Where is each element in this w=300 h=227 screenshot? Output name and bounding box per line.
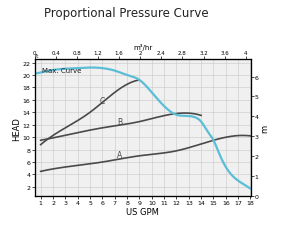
- Text: Max. Curve: Max. Curve: [42, 68, 81, 74]
- Text: ft: ft: [34, 53, 39, 58]
- Text: B: B: [117, 118, 122, 126]
- Text: A: A: [117, 150, 122, 159]
- Y-axis label: HEAD: HEAD: [12, 116, 21, 140]
- Y-axis label: m: m: [260, 124, 269, 132]
- X-axis label: US GPM: US GPM: [126, 207, 159, 216]
- Text: C: C: [100, 96, 105, 106]
- Text: Proportional Pressure Curve: Proportional Pressure Curve: [44, 7, 208, 20]
- X-axis label: m³/hr: m³/hr: [133, 44, 152, 51]
